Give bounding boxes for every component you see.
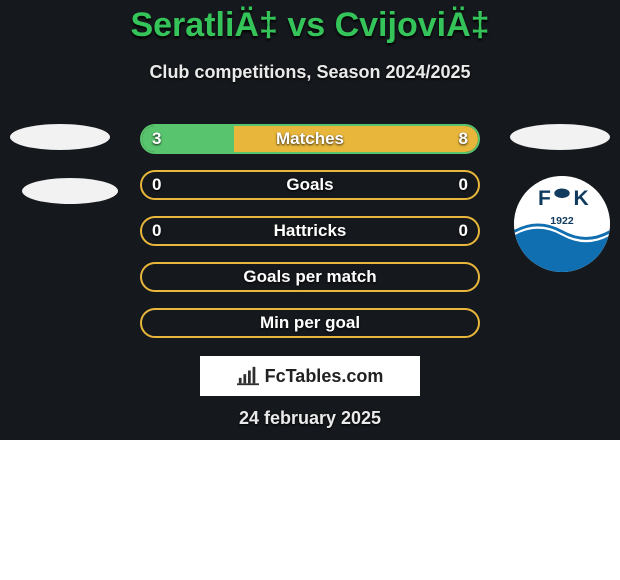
stat-label: Matches	[142, 126, 478, 152]
stat-row: Goals per match	[140, 262, 480, 292]
stat-label: Goals per match	[142, 264, 478, 290]
stat-row: 00Goals	[140, 170, 480, 200]
svg-text:F: F	[538, 187, 551, 210]
stat-label: Min per goal	[142, 310, 478, 336]
stat-label: Hattricks	[142, 218, 478, 244]
player-right-photo-placeholder	[510, 124, 610, 150]
bar-chart-icon	[237, 365, 259, 387]
club-left-logo-placeholder	[22, 178, 118, 204]
stat-row: 38Matches	[140, 124, 480, 154]
club-year: 1922	[550, 215, 574, 227]
stat-row: Min per goal	[140, 308, 480, 338]
club-crest-icon: F K 1922	[514, 176, 610, 272]
infographic-date: 24 february 2025	[0, 408, 620, 429]
page-title: SeratliÄ‡ vs CvijoviÄ‡	[0, 6, 620, 45]
stat-rows: 38Matches 00Goals 00Hattricks Goals per mat…	[140, 124, 480, 354]
page-subtitle: Club competitions, Season 2024/2025	[0, 62, 620, 83]
branding-text: FcTables.com	[265, 366, 384, 387]
infographic-stage: SeratliÄ‡ vs CvijoviÄ‡ Club competitions…	[0, 0, 620, 440]
branding-banner: FcTables.com	[200, 356, 420, 396]
stat-label: Goals	[142, 172, 478, 198]
stat-row: 00Hattricks	[140, 216, 480, 246]
svg-text:K: K	[574, 187, 590, 210]
player-left-photo-placeholder	[10, 124, 110, 150]
club-right-logo: F K 1922	[514, 176, 610, 272]
